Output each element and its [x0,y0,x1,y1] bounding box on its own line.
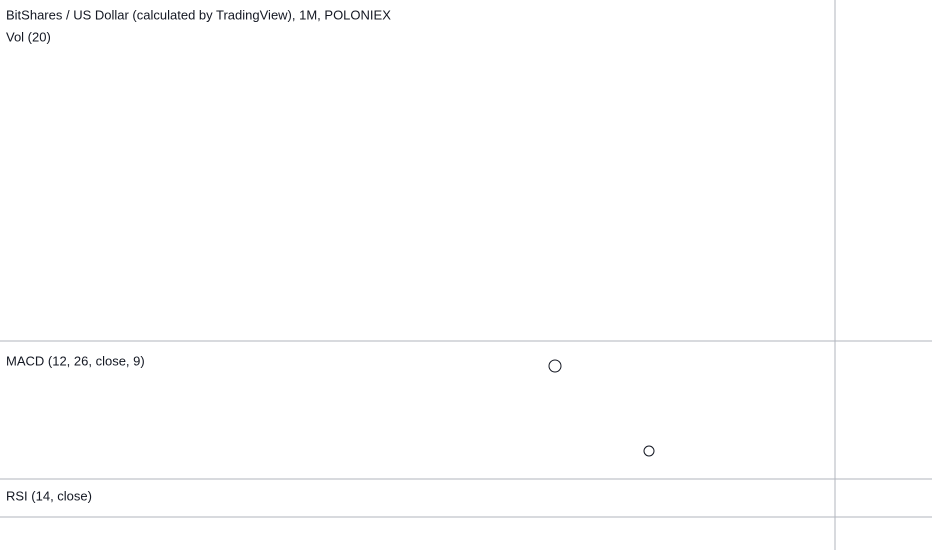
chart-title: BitShares / US Dollar (calculated by Tra… [6,7,391,22]
rsi-legend: RSI (14, close) [6,488,92,503]
cross-marker [643,445,655,457]
macd-legend: MACD (12, 26, close, 9) [6,353,145,368]
cross-marker [548,359,562,373]
volume-legend: Vol (20) [6,29,51,44]
